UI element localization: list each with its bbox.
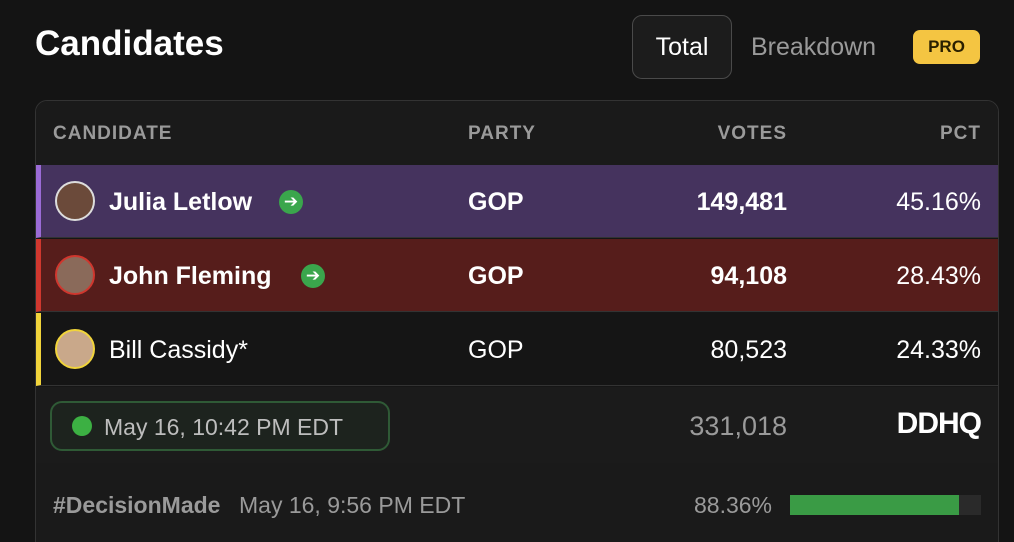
votes: 80,523 [710, 336, 787, 364]
candidate-row[interactable]: Julia Letlow ➔ GOP 149,481 45.16% [36, 165, 998, 238]
column-header: PARTY [468, 123, 536, 144]
candidate-name: John Fleming [109, 262, 272, 290]
total-votes: 331,018 [689, 411, 787, 441]
decision-row: #DecisionMade May 16, 9:56 PM EDT 88.36% [36, 463, 998, 542]
column-header: PCT [940, 123, 981, 144]
advance-icon: ➔ [301, 264, 325, 288]
source-logo: DDHQ [896, 407, 982, 440]
candidate-row[interactable]: Bill Cassidy* GOP 80,523 24.33% [36, 313, 998, 386]
pct: 24.33% [896, 336, 981, 364]
votes: 149,481 [696, 188, 787, 216]
title: Candidates [35, 24, 224, 63]
pro-badge: PRO [913, 30, 980, 64]
candidate-name: Julia Letlow [109, 188, 253, 216]
candidate-row[interactable]: John Fleming ➔ GOP 94,108 28.43% [36, 239, 998, 312]
column-header: CANDIDATE [53, 123, 173, 144]
reporting-bar [790, 495, 959, 515]
updated-pill: May 16, 10:42 PM EDT [50, 401, 390, 451]
reporting-track [790, 495, 981, 515]
decision-tag: #DecisionMade [53, 492, 221, 518]
candidate-name: Bill Cassidy* [109, 336, 248, 364]
advance-icon: ➔ [279, 190, 303, 214]
party: GOP [468, 336, 524, 364]
avatar [55, 255, 95, 295]
votes: 94,108 [710, 262, 787, 290]
party: GOP [468, 188, 524, 216]
summary-row: May 16, 10:42 PM EDT 331,018 DDHQ [36, 387, 998, 464]
reporting-label: 88.36% [693, 492, 772, 518]
pct: 28.43% [896, 262, 981, 290]
avatar [55, 329, 95, 369]
decision-time: May 16, 9:56 PM EDT [239, 492, 466, 518]
tab-breakdown[interactable]: Breakdown [751, 33, 877, 61]
live-dot [72, 416, 92, 436]
tab-total[interactable]: Total [632, 15, 732, 79]
updated-time: May 16, 10:42 PM EDT [104, 414, 344, 440]
column-header: VOTES [717, 123, 787, 144]
header-row: CANDIDATE PARTY VOTES PCT [36, 101, 998, 166]
results-table: CANDIDATE PARTY VOTES PCT Julia Letlow ➔… [35, 100, 999, 542]
pct: 45.16% [896, 188, 981, 216]
party: GOP [468, 262, 524, 290]
avatar [55, 181, 95, 221]
